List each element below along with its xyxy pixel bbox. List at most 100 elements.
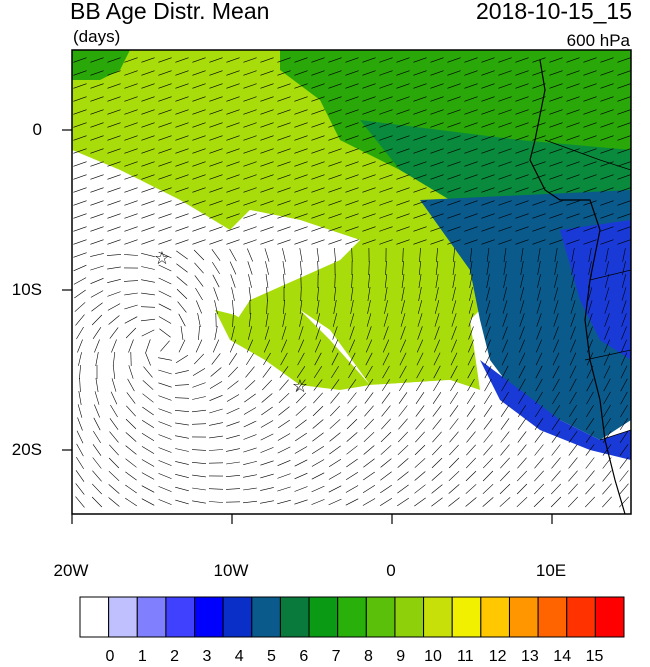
wind-vector — [345, 57, 359, 63]
wind-vector — [226, 200, 240, 206]
wind-vector — [515, 187, 529, 193]
wind-vector — [277, 499, 291, 505]
wind-vector — [569, 352, 577, 366]
wind-vector — [534, 404, 544, 418]
wind-vector — [124, 70, 138, 76]
wind-vector — [313, 392, 323, 404]
wind-vector — [498, 226, 512, 232]
wind-vector — [226, 421, 240, 427]
wind-vector — [141, 187, 155, 193]
wind-vector — [158, 421, 172, 427]
wind-vector — [464, 174, 478, 180]
wind-vector — [566, 187, 580, 193]
wind-vector — [447, 200, 461, 206]
wind-vector — [158, 303, 172, 311]
wind-vector — [333, 286, 337, 302]
wind-vector — [123, 254, 139, 256]
wind-vector — [73, 109, 87, 115]
wind-vector — [434, 300, 440, 314]
wind-vector — [282, 261, 286, 275]
wind-vector — [366, 313, 372, 327]
wind-vector — [73, 213, 87, 219]
wind-vector — [467, 352, 475, 366]
wind-vector — [243, 213, 257, 219]
wind-vector — [430, 122, 444, 128]
wind-vector — [128, 365, 134, 379]
wind-vector — [296, 366, 306, 378]
wind-vector — [158, 109, 172, 115]
wind-vector — [92, 457, 102, 469]
wind-vector — [550, 496, 562, 508]
wind-vector — [449, 391, 459, 405]
wind-vector — [90, 278, 104, 284]
wind-vector — [226, 174, 240, 180]
wind-vector — [483, 418, 493, 430]
wind-vector — [433, 352, 441, 366]
wind-vector — [549, 57, 563, 63]
wind-vector — [107, 57, 121, 63]
wind-vector — [515, 122, 529, 128]
wind-vector — [364, 379, 374, 391]
wind-vector — [260, 500, 274, 504]
wind-vector — [311, 187, 325, 193]
wind-vector — [549, 213, 563, 219]
map-plot: ☆ ☆ — [72, 50, 631, 514]
wind-vector — [568, 470, 578, 482]
wind-vector — [107, 174, 121, 180]
wind-vector — [226, 109, 240, 115]
wind-vector — [552, 365, 560, 379]
wind-vector — [142, 406, 154, 416]
colorbar-swatch — [537, 596, 568, 638]
wind-vector — [396, 70, 410, 76]
wind-vector — [571, 274, 575, 288]
wind-vector — [447, 57, 461, 63]
wind-vector — [277, 174, 291, 180]
wind-vector — [604, 300, 610, 314]
wind-vector — [537, 274, 541, 288]
wind-vector — [90, 122, 104, 128]
wind-vector — [192, 122, 206, 128]
wind-vector — [605, 248, 609, 262]
wind-vector — [464, 161, 478, 167]
wind-vector — [447, 239, 461, 245]
wind-vector — [379, 96, 393, 102]
wind-vector — [518, 378, 526, 392]
map-title: BB Age Distr. Mean — [70, 0, 270, 24]
wind-vector — [362, 174, 376, 180]
wind-vector — [515, 57, 529, 63]
wind-vector — [532, 187, 546, 193]
wind-vector — [413, 122, 427, 128]
wind-vector — [535, 378, 543, 392]
wind-vector — [434, 313, 440, 327]
wind-vector — [158, 226, 172, 232]
wind-vector — [552, 352, 560, 366]
wind-vector — [417, 313, 423, 327]
wind-vector — [126, 392, 136, 404]
wind-vector — [243, 200, 257, 206]
wind-vector — [174, 384, 190, 386]
colorbar-label: 3 — [202, 648, 212, 665]
wind-vector — [141, 83, 155, 89]
wind-vector — [500, 418, 510, 430]
wind-vector — [498, 161, 512, 167]
wind-vector — [435, 274, 439, 288]
wind-vector — [91, 302, 103, 312]
wind-vector — [397, 458, 409, 468]
wind-vector — [229, 339, 237, 353]
wind-vector — [430, 226, 444, 232]
wind-vector — [209, 122, 223, 128]
wind-vector — [520, 274, 524, 288]
wind-vector — [226, 239, 240, 245]
wind-vector — [379, 109, 393, 115]
wind-vector — [518, 391, 526, 405]
wind-vector — [277, 161, 291, 167]
wind-vector — [277, 70, 291, 76]
country-border — [544, 139, 631, 441]
wind-vector — [415, 418, 425, 430]
wind-vector — [312, 419, 324, 429]
wind-vector — [453, 247, 455, 263]
wind-vector — [158, 57, 172, 63]
age-0-region — [72, 150, 631, 514]
wind-vector — [158, 408, 172, 414]
wind-vector — [328, 458, 342, 468]
